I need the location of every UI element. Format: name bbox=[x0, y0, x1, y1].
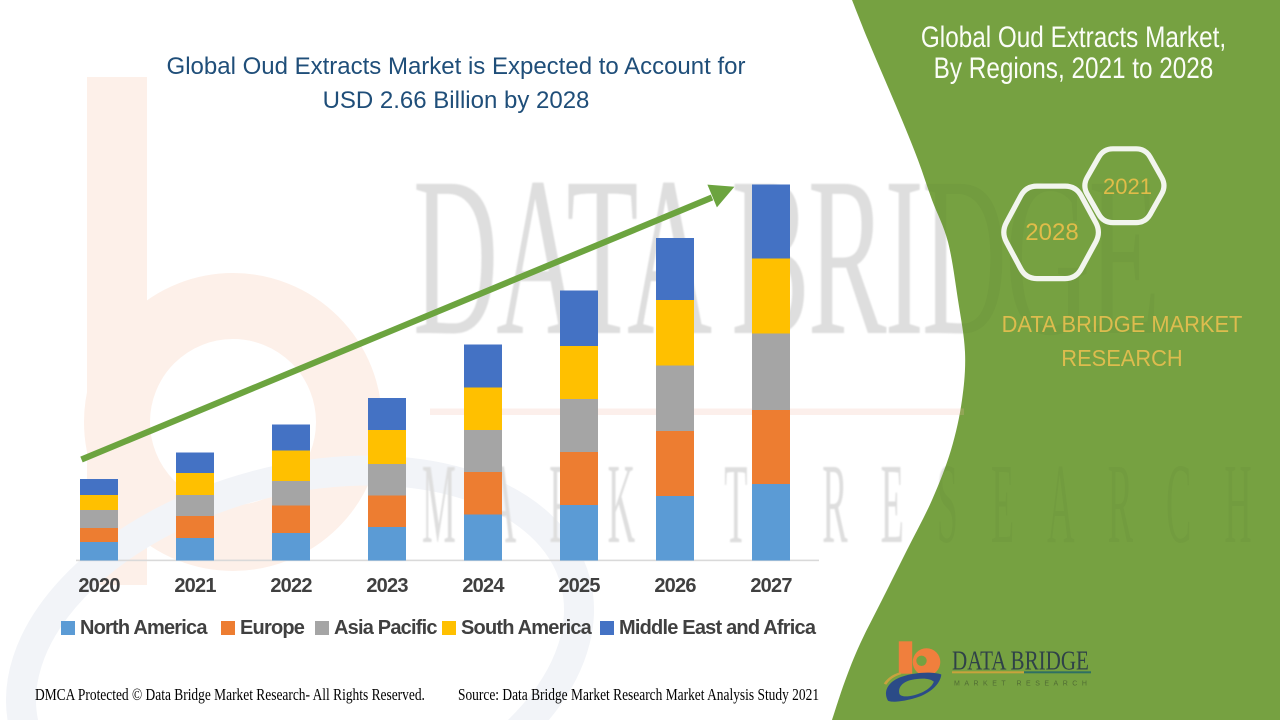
svg-text:DATA BRIDGE: DATA BRIDGE bbox=[952, 646, 1089, 676]
svg-text:MARKET RESEARCH: MARKET RESEARCH bbox=[954, 681, 1091, 688]
